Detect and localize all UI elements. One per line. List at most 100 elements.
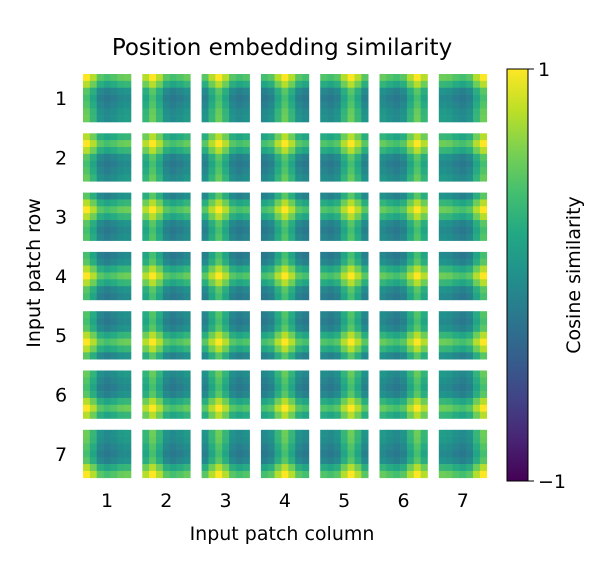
heatmap-cell [103,384,111,392]
heatmap-cell [406,147,415,155]
heatmap-cell [208,147,216,155]
heatmap-cell [124,450,132,458]
heatmap-cell [242,311,250,319]
heatmap-cell [347,279,355,287]
heatmap-cell [479,74,488,82]
heatmap-cell [176,404,184,412]
heatmap-cell [452,133,460,141]
heatmap-cell [229,192,237,200]
heatmap-cell [235,206,244,214]
heatmap-cell [235,377,244,385]
heatmap-cell [386,272,394,280]
row-tick-label: 2 [55,147,67,169]
heatmap-cell [169,464,177,472]
heatmap-cell [110,331,118,339]
heatmap-cell [117,457,125,465]
heatmap-cell [169,108,177,116]
heatmap-cell [201,443,209,451]
heatmap-cell [347,338,355,346]
heatmap-cell [347,397,355,406]
heatmap-cell [288,251,296,260]
heatmap-cell [156,94,164,102]
heatmap-cell [473,311,481,319]
heatmap-cell [215,443,223,451]
heatmap-cell [445,147,453,155]
heatmap-cell [393,370,401,378]
heatmap-cell [267,108,275,116]
heatmap-cell [473,397,481,406]
heatmap-cell [333,147,342,155]
heatmap-cell [466,324,474,333]
heatmap-cell [400,345,408,353]
heatmap-cell [274,213,282,221]
heatmap-cell [156,377,164,385]
heatmap-panel [201,74,250,123]
heatmap-cell [400,147,408,155]
heatmap-cell [288,384,296,392]
heatmap-cell [302,108,310,116]
heatmap-cell [267,411,275,419]
heatmap-grid [83,74,488,479]
heatmap-cell [274,74,282,82]
heatmap-cell [438,318,446,326]
heatmap-cell [347,199,355,207]
heatmap-cell [400,153,408,162]
heatmap-cell [242,279,250,287]
heatmap-cell [89,251,98,260]
heatmap-cell [208,338,216,346]
heatmap-cell [215,436,223,444]
heatmap-cell [83,213,91,221]
heatmap-cell [110,384,118,392]
heatmap-cell [235,470,244,479]
heatmap-cell [466,147,474,155]
heatmap-cell [479,370,488,378]
heatmap-cell [459,74,467,82]
heatmap-cell [379,411,387,419]
heatmap-cell [201,206,209,214]
heatmap-cell [393,108,401,116]
heatmap-cell [267,258,275,266]
heatmap-cell [459,115,467,123]
heatmap-cell [413,74,421,82]
heatmap-cell [169,391,177,399]
heatmap-cell [208,226,216,235]
heatmap-cell [156,87,164,95]
heatmap-cell [400,226,408,235]
heatmap-cell [386,160,394,168]
heatmap-cell [320,377,328,385]
heatmap-cell [413,174,421,182]
heatmap-cell [479,384,488,392]
heatmap-cell [347,251,355,260]
heatmap-cell [222,429,230,437]
heatmap-cell [229,153,237,162]
heatmap-cell [320,133,328,141]
heatmap-cell [201,352,209,360]
heatmap-cell [103,160,111,168]
heatmap-cell [288,265,296,273]
heatmap-cell [103,115,111,123]
heatmap-cell [83,286,91,294]
heatmap-cell [208,251,216,260]
heatmap-cell [149,450,157,458]
heatmap-cell [156,436,164,444]
heatmap-cell [142,311,150,319]
heatmap-cell [438,153,446,162]
heatmap-cell [438,286,446,294]
heatmap-cell [267,331,275,339]
heatmap-cell [466,174,474,182]
heatmap-cell [176,384,184,392]
heatmap-cell [208,101,216,109]
heatmap-cell [420,370,428,378]
heatmap-cell [267,147,275,155]
heatmap-cell [347,411,355,419]
heatmap-cell [347,443,355,451]
heatmap-cell [379,199,387,207]
heatmap-cell [438,377,446,385]
heatmap-cell [445,258,453,266]
heatmap-cell [459,443,467,451]
heatmap-cell [124,338,132,346]
heatmap-cell [445,115,453,123]
heatmap-cell [110,370,118,378]
heatmap-cell [386,443,394,451]
heatmap-cell [96,377,104,385]
